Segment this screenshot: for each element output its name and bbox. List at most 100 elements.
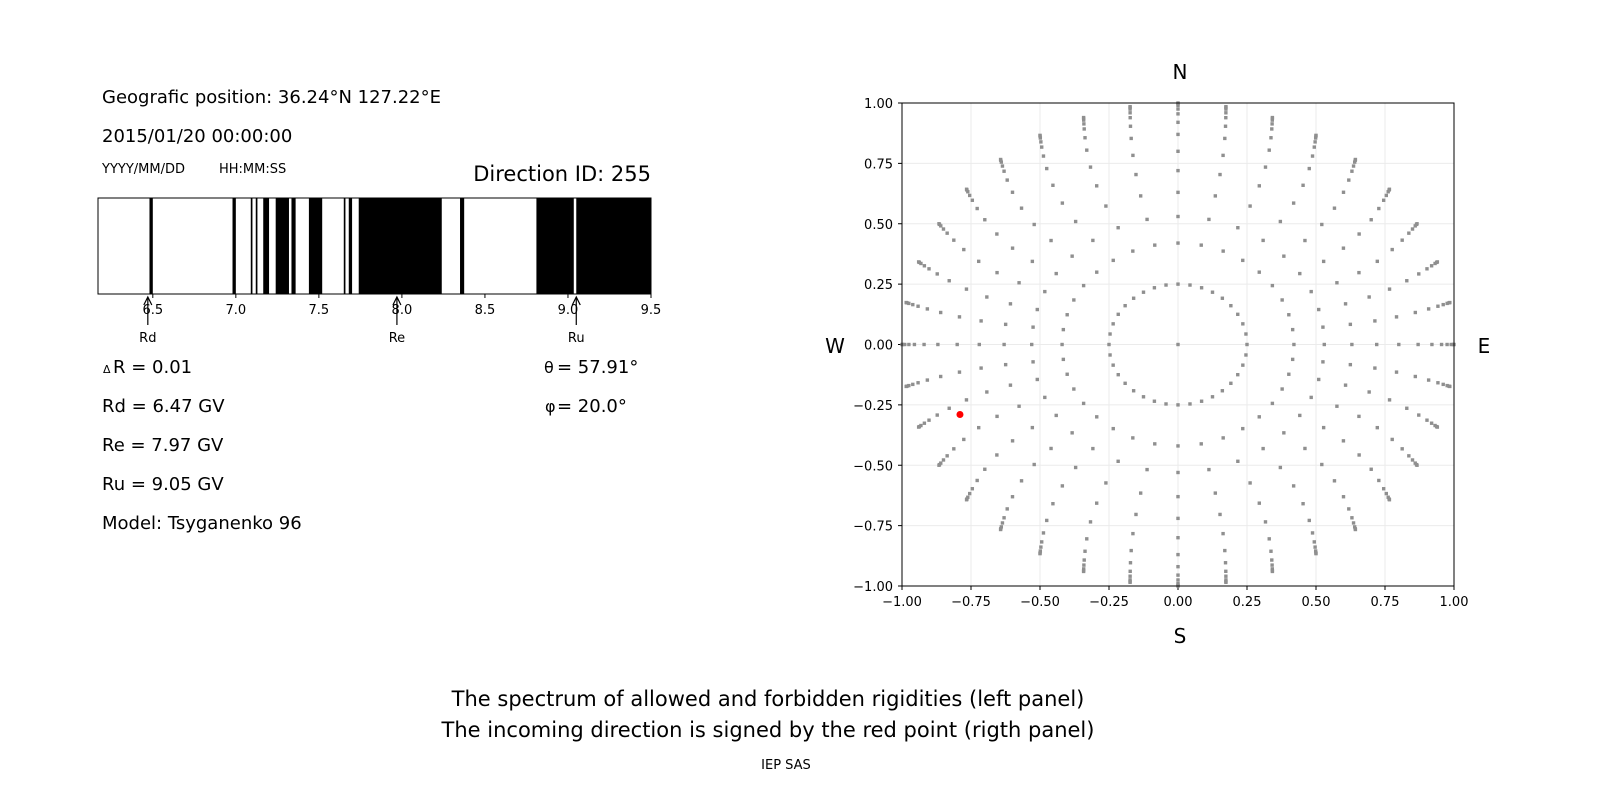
- grid-point: [1049, 238, 1053, 243]
- grid-point: [1116, 459, 1120, 463]
- grid-point: [916, 260, 921, 264]
- grid-point: [1351, 521, 1356, 525]
- grid-point: [1199, 442, 1203, 446]
- theta-value: = 57.91°: [557, 357, 638, 378]
- grid-point: [945, 231, 949, 235]
- grid-point: [1341, 495, 1346, 499]
- phi-symbol: φ: [545, 397, 556, 416]
- forbidden-band: [308, 198, 323, 294]
- grid-point: [937, 463, 941, 467]
- grid-point: [1224, 580, 1228, 585]
- grid-point: [1415, 222, 1419, 226]
- grid-point: [1049, 446, 1053, 451]
- grid-point: [1303, 238, 1307, 243]
- grid-point: [1213, 491, 1218, 495]
- grid-point: [1128, 111, 1132, 115]
- grid-point: [1107, 342, 1111, 347]
- delta-r-value: R = 0.01: [113, 357, 192, 378]
- grid-point: [1314, 133, 1318, 138]
- grid-point: [995, 232, 999, 236]
- grid-point: [1176, 494, 1180, 499]
- grid-point: [985, 295, 989, 299]
- grid-point: [1176, 282, 1180, 286]
- datetime: 2015/01/20 00:00:00: [102, 126, 292, 147]
- grid-point: [1263, 165, 1268, 169]
- grid-point: [1082, 118, 1086, 122]
- grid-point: [1176, 536, 1180, 540]
- grid-point: [941, 227, 946, 231]
- grid-point: [1095, 501, 1099, 505]
- grid-point: [1085, 537, 1089, 541]
- grid-point: [1070, 254, 1074, 258]
- grid-point: [1375, 342, 1379, 347]
- grid-point: [937, 222, 941, 226]
- grid-point: [1128, 578, 1132, 582]
- grid-point: [1241, 322, 1245, 326]
- forbidden-band: [348, 198, 353, 294]
- grid-point: [957, 370, 962, 374]
- grid-point: [979, 319, 983, 323]
- grid-point: [1141, 395, 1146, 399]
- forbidden-band: [460, 198, 465, 294]
- y-tick-label: 0.00: [864, 339, 893, 354]
- grid-point: [1369, 218, 1373, 222]
- grid-point: [1213, 194, 1218, 198]
- rigidity-marker-label: Re: [389, 331, 405, 346]
- forbidden-band: [255, 198, 258, 294]
- grid-point: [1241, 426, 1245, 431]
- grid-point: [1298, 413, 1302, 418]
- grid-point: [985, 390, 989, 394]
- grid-point: [1278, 465, 1283, 470]
- grid-point: [1010, 246, 1015, 250]
- x-tick-label: −0.50: [1020, 595, 1060, 610]
- grid-point: [1032, 462, 1036, 467]
- grid-point: [1054, 413, 1058, 418]
- grid-point: [1375, 425, 1379, 430]
- grid-point: [1045, 518, 1049, 523]
- caption-line-1: The spectrum of allowed and forbidden ri…: [451, 687, 1085, 711]
- grid-point: [1387, 287, 1392, 291]
- grid-point: [1410, 227, 1415, 231]
- forbidden-band: [343, 198, 346, 294]
- grid-point: [1152, 399, 1157, 403]
- grid-point: [1429, 421, 1434, 425]
- grid-point: [1270, 567, 1274, 571]
- grid-point: [1270, 558, 1274, 562]
- grid-point: [1082, 567, 1086, 571]
- grid-point: [1128, 124, 1133, 128]
- grid-point: [1224, 574, 1228, 578]
- grid-point: [1176, 403, 1180, 407]
- grid-point: [1176, 241, 1180, 245]
- grid-point: [1229, 381, 1233, 386]
- grid-point: [1224, 107, 1228, 111]
- grid-point: [1321, 360, 1325, 364]
- grid-point: [1164, 283, 1168, 287]
- grid-point: [1030, 259, 1035, 264]
- grid-point: [1199, 243, 1203, 247]
- grid-point: [1375, 259, 1379, 264]
- grid-point: [1292, 342, 1296, 347]
- grid-point: [1134, 512, 1138, 517]
- grid-point: [1221, 436, 1225, 440]
- grid-point: [1073, 465, 1078, 470]
- grid-point: [1081, 115, 1086, 120]
- grid-point: [1298, 271, 1302, 276]
- grid-point: [1386, 495, 1390, 499]
- grid-point: [1083, 136, 1087, 140]
- grid-point: [1043, 289, 1047, 294]
- grid-point: [1040, 145, 1044, 149]
- grid-point: [1176, 578, 1180, 582]
- grid-point: [1341, 190, 1346, 194]
- x-tick-label: 7.0: [225, 303, 246, 318]
- grid-point: [1002, 342, 1006, 347]
- grid-point: [1111, 258, 1115, 263]
- grid-point: [1131, 389, 1136, 393]
- grid-point: [1041, 154, 1046, 158]
- grid-point: [1347, 507, 1351, 511]
- grid-point: [1095, 415, 1099, 419]
- grid-point: [966, 495, 970, 499]
- grid-point: [1377, 206, 1381, 211]
- grid-point: [916, 425, 921, 429]
- grid-point: [1224, 111, 1228, 115]
- grid-point: [952, 447, 956, 451]
